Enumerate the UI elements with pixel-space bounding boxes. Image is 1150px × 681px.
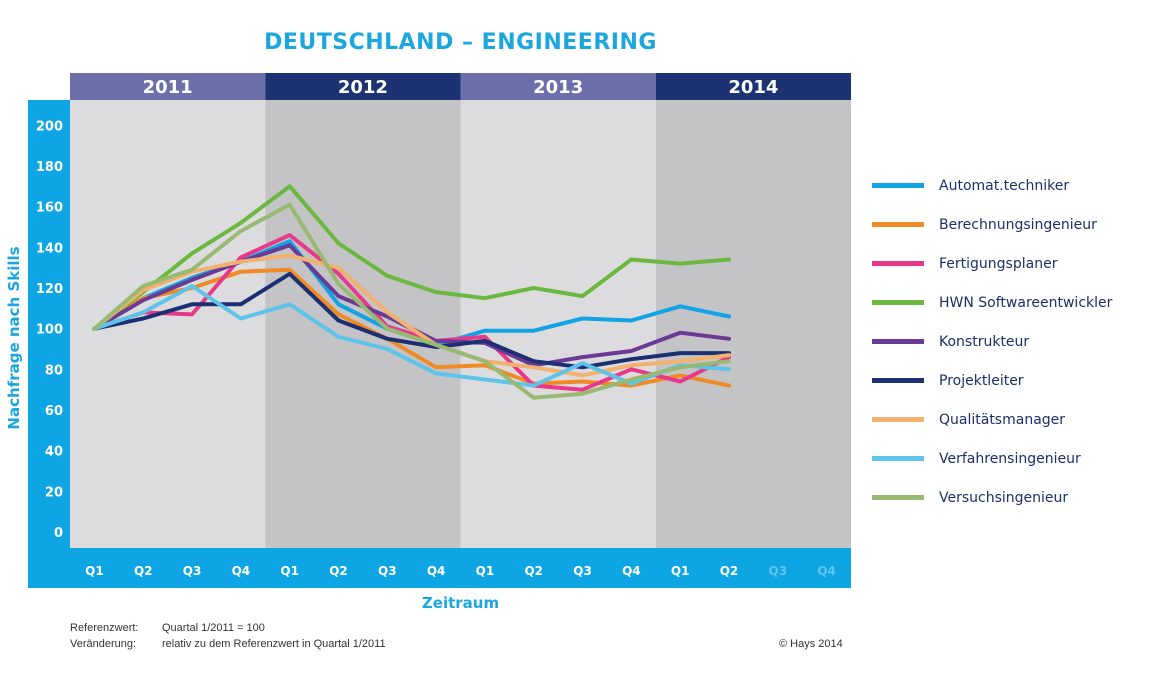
y-tick-label: 200 (36, 119, 63, 134)
legend-item: Automat.techniker (872, 166, 1142, 205)
chart-title: DEUTSCHLAND – ENGINEERING (264, 30, 657, 55)
x-tick-label: Q1 (671, 564, 690, 578)
x-tick-label: Q2 (720, 564, 739, 578)
series-line-versuchsingenieur (92, 202, 731, 400)
year-band (265, 100, 461, 548)
legend: Automat.techniker Berechnungsingenieur Fer… (872, 166, 1142, 517)
legend-swatch (872, 456, 924, 461)
year-header (655, 73, 851, 100)
y-tick-label: 120 (36, 282, 63, 297)
footer-copyright: © Hays 2014 (779, 638, 843, 650)
x-tick-label: Q2 (524, 564, 543, 578)
footer-ref-label: Referenzwert: (70, 622, 139, 634)
legend-swatch (872, 378, 924, 383)
y-tick-label: 100 (36, 323, 63, 338)
year-header (460, 73, 656, 100)
year-band (655, 100, 851, 548)
legend-label: HWN Softwareentwickler (939, 294, 1113, 311)
legend-item: Verfahrensingenieur (872, 439, 1142, 478)
footer-change-value: relativ zu dem Referenzwert in Quartal 1… (162, 638, 386, 650)
legend-swatch (872, 183, 924, 188)
x-tick-label: Q4 (232, 564, 251, 578)
x-tick-label: Q1 (280, 564, 299, 578)
year-header (265, 73, 461, 100)
y-tick-label: 60 (45, 404, 63, 419)
legend-item: Qualitätsmanager (872, 400, 1142, 439)
legend-item: Berechnungsingenieur (872, 205, 1142, 244)
legend-label: Berechnungsingenieur (939, 216, 1097, 233)
legend-item: HWN Softwareentwickler (872, 283, 1142, 322)
x-tick-label: Q4 (427, 564, 446, 578)
legend-swatch (872, 261, 924, 266)
year-header (70, 73, 266, 100)
x-tick-label: Q4 (622, 564, 641, 578)
y-tick-label: 160 (36, 201, 63, 216)
legend-label: Konstrukteur (939, 333, 1030, 350)
series-line-qualit-tsmanager (92, 253, 731, 378)
footer-ref-value: Quartal 1/2011 = 100 (162, 622, 265, 634)
y-axis-label: Nachfrage nach Skills (5, 246, 23, 429)
year-label: 2011 (143, 77, 193, 98)
legend-label: Versuchsingenieur (939, 489, 1069, 506)
legend-swatch (872, 417, 924, 422)
y-tick-label: 140 (36, 241, 63, 256)
legend-label: Verfahrensingenieur (939, 450, 1081, 467)
y-tick-label: 20 (45, 485, 63, 500)
x-tick-label: Q3 (183, 564, 202, 578)
legend-label: Automat.techniker (939, 177, 1070, 194)
legend-label: Qualitätsmanager (939, 411, 1066, 428)
series-line-projektleiter (92, 271, 731, 370)
x-tick-label: Q1 (85, 564, 104, 578)
series-line-berechnungsingenieur (92, 267, 731, 388)
legend-swatch (872, 300, 924, 305)
legend-item: Fertigungsplaner (872, 244, 1142, 283)
x-tick-label: Q1 (476, 564, 495, 578)
year-label: 2014 (728, 77, 778, 98)
legend-label: Fertigungsplaner (939, 255, 1058, 272)
x-tick-label: Q2 (329, 564, 348, 578)
x-tick-label: Q4 (817, 564, 836, 578)
legend-item: Projektleiter (872, 361, 1142, 400)
footer-change-label: Veränderung: (70, 638, 137, 650)
legend-label: Projektleiter (939, 372, 1024, 389)
legend-swatch (872, 222, 924, 227)
x-tick-label: Q3 (573, 564, 592, 578)
legend-swatch (872, 495, 924, 500)
y-tick-label: 80 (45, 363, 63, 378)
year-label: 2012 (338, 77, 388, 98)
y-axis-bar (28, 100, 70, 548)
series-line-hwn-softwareentwickler (92, 184, 731, 331)
legend-swatch (872, 339, 924, 344)
x-tick-label: Q3 (769, 564, 788, 578)
y-tick-label: 180 (36, 160, 63, 175)
y-tick-label: 0 (54, 526, 63, 541)
legend-item: Konstrukteur (872, 322, 1142, 361)
x-axis-label: Zeitraum (422, 594, 499, 612)
y-tick-label: 40 (45, 445, 63, 460)
year-label: 2013 (533, 77, 583, 98)
x-axis-bar (28, 548, 851, 588)
legend-item: Versuchsingenieur (872, 478, 1142, 517)
x-tick-label: Q2 (134, 564, 153, 578)
x-tick-label: Q3 (378, 564, 397, 578)
